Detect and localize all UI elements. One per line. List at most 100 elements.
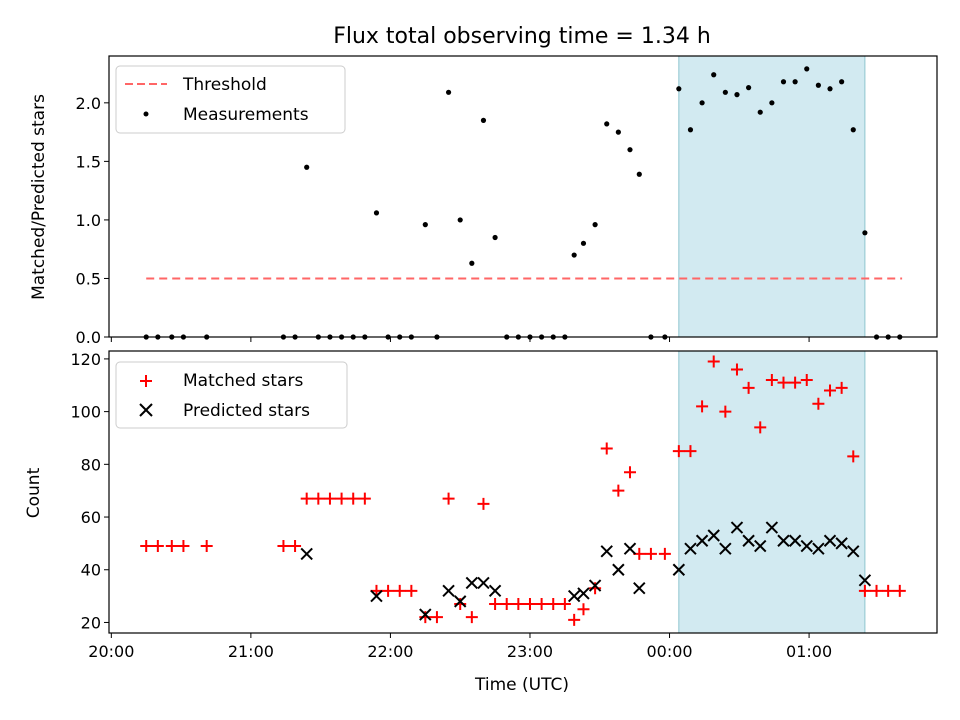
matched-stars-point [870, 584, 883, 597]
matched-stars-point [672, 445, 685, 458]
matched-stars-point [644, 547, 657, 560]
predicted-stars-point [742, 534, 755, 547]
matched-stars-point [612, 484, 625, 497]
measurements-point [839, 79, 845, 85]
chart-title: Flux total observing time = 1.34 h [333, 24, 711, 49]
matched-stars-point [465, 611, 478, 624]
measurements-point [492, 234, 498, 241]
matched-stars-point [824, 384, 837, 397]
predicted-stars-point [419, 608, 432, 621]
predicted-stars-point [577, 587, 590, 600]
measurements-point [373, 210, 380, 216]
count-shaded-region [678, 350, 866, 634]
predicted-stars-point [612, 563, 625, 576]
matched-stars-point [358, 492, 371, 505]
matched-stars-point [382, 584, 395, 597]
ratio-plot-frame [108, 55, 938, 338]
predicted-stars-point [488, 584, 502, 598]
x-axis-label: Time (UTC) [474, 675, 569, 695]
legend-measurements-label: Measurements [183, 105, 309, 125]
ratio-y-axis-label: Matched/Predicted stars [29, 94, 49, 300]
predicted-stars-point [707, 529, 720, 542]
measurements-point [571, 252, 577, 258]
measurements-point [469, 260, 475, 266]
matched-stars-point [323, 492, 336, 505]
measurements-point [676, 86, 682, 92]
count-y-tick-label: 100 [70, 403, 101, 422]
count-y-tick-label: 40 [81, 561, 101, 580]
predicted-stars-point [442, 584, 455, 598]
measurements-point [445, 89, 452, 95]
matched-stars-point [200, 540, 213, 553]
ratio-y-tick-label: 1.5 [76, 152, 101, 171]
count-y-axis-label: Count [24, 467, 44, 518]
matched-stars-point [623, 466, 636, 479]
predicted-stars-point [370, 589, 383, 603]
matched-stars-point [742, 381, 755, 394]
matched-stars-point [523, 598, 536, 611]
legend-matched-label: Matched stars [183, 371, 303, 391]
ratio-y-tick-label: 0.5 [76, 269, 101, 288]
measurements-point [746, 85, 752, 91]
legend-predicted-label: Predicted stars [183, 401, 310, 421]
legend-threshold-label: Threshold [182, 75, 267, 95]
predicted-stars-point [588, 579, 602, 592]
predicted-stars-point [847, 545, 860, 558]
predicted-stars-point [730, 521, 744, 534]
matched-stars-point [882, 584, 895, 597]
ratio-legend: Threshold Measurements [115, 65, 346, 134]
measurements-point [769, 100, 775, 106]
matched-stars-point [777, 376, 790, 389]
legend-measurements-swatch [143, 111, 149, 117]
predicted-stars-point [812, 542, 825, 555]
predicted-stars-point [765, 521, 779, 534]
measurements-point [862, 230, 868, 236]
legend-matched-swatch [140, 375, 152, 387]
matched-stars-point [858, 584, 871, 597]
measurements-point [850, 127, 856, 133]
matched-stars-point [140, 540, 153, 553]
matched-stars-point [696, 400, 709, 413]
predicted-stars-point [695, 534, 709, 547]
predicted-stars-point [633, 581, 646, 595]
ratio-shaded-region [678, 55, 866, 338]
matched-stars-point [730, 363, 743, 376]
measurements-point [804, 66, 810, 72]
matched-stars-point [577, 603, 590, 616]
matched-stars-point [658, 547, 671, 560]
measurements-point [734, 92, 740, 98]
matched-stars-point [165, 540, 178, 553]
x-tick-label: 20:00 [88, 642, 134, 661]
legend-predicted-swatch [139, 403, 153, 417]
matched-stars-point [405, 584, 418, 597]
measurements-point [580, 240, 587, 246]
matched-stars-point [893, 584, 906, 597]
measurements-point [687, 127, 694, 133]
predicted-stars-point [567, 589, 581, 603]
predicted-stars-point [623, 542, 637, 555]
predicted-stars-point [777, 534, 790, 547]
measurements-point [592, 222, 598, 228]
predicted-stars-point [453, 595, 467, 608]
x-tick-label: 01:00 [786, 642, 832, 661]
count-y-tick-label: 120 [70, 350, 101, 369]
count-legend: Matched stars Predicted stars [115, 361, 348, 429]
predicted-stars-point [600, 545, 613, 558]
matched-stars-point [568, 613, 581, 626]
predicted-stars-point [788, 534, 802, 547]
matched-stars-point [177, 540, 190, 553]
predicted-stars-point [858, 574, 872, 587]
matched-stars-point [707, 355, 720, 368]
predicted-stars-point [823, 534, 837, 547]
measurements-point [815, 82, 821, 88]
count-y-tick-label: 20 [81, 613, 101, 632]
matched-stars-point [754, 421, 767, 434]
matched-stars-point [489, 598, 502, 611]
count-plot-frame [108, 350, 938, 634]
ratio-y-tick-label: 1.0 [76, 211, 101, 230]
x-tick-label: 23:00 [507, 642, 553, 661]
matched-stars-point [500, 598, 513, 611]
matched-stars-point [535, 598, 548, 611]
measurements-point [627, 147, 633, 153]
